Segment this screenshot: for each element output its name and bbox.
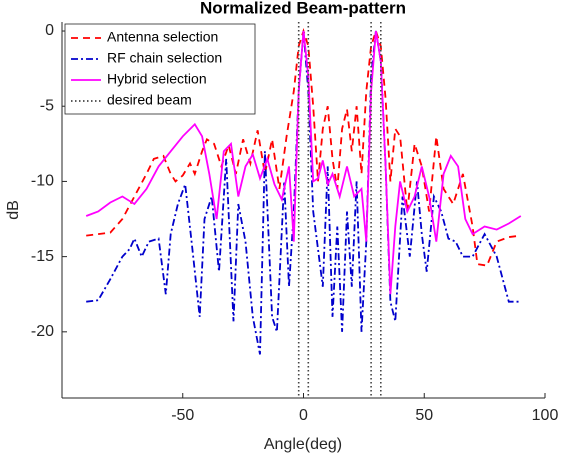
legend-box bbox=[64, 23, 256, 115]
x-tick-label: 100 bbox=[532, 407, 559, 424]
y-tick-label: -5 bbox=[40, 97, 54, 114]
series-line bbox=[85, 30, 522, 295]
series-line bbox=[297, 22, 382, 398]
legend-label: RF chain selection bbox=[107, 50, 222, 66]
series-line bbox=[86, 28, 521, 267]
x-tick-label: -50 bbox=[171, 407, 194, 424]
y-axis-label: dB bbox=[5, 200, 22, 220]
y-tick-label: -10 bbox=[31, 173, 54, 190]
y-tick-label: -15 bbox=[31, 248, 54, 265]
legend-label: Hybrid selection bbox=[107, 71, 207, 87]
y-tick-label: 0 bbox=[45, 22, 54, 39]
y-tick-label: -20 bbox=[31, 323, 54, 340]
series-line bbox=[86, 30, 521, 355]
x-tick-label: 50 bbox=[415, 407, 433, 424]
x-axis-label: Angle(deg) bbox=[264, 436, 342, 453]
legend-label: Antenna selection bbox=[107, 29, 218, 45]
chart-title: Normalized Beam-pattern bbox=[200, 0, 406, 17]
legend-label: desired beam bbox=[107, 92, 192, 108]
x-tick-label: 0 bbox=[299, 407, 308, 424]
